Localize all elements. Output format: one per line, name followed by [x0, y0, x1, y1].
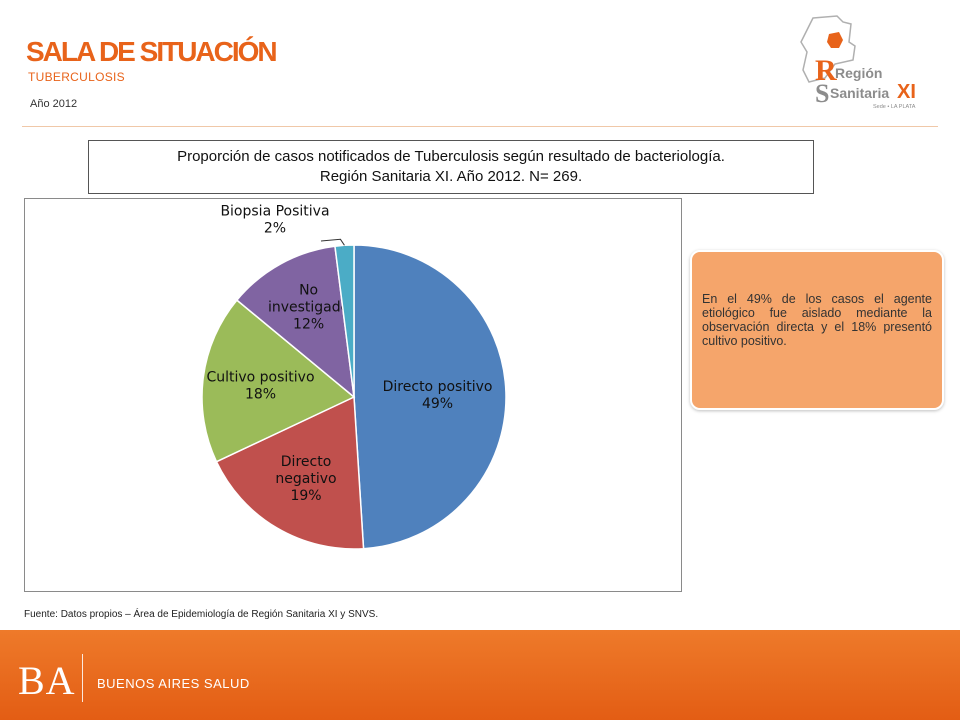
chart-title: Proporción de casos notificados de Tuber… [88, 140, 814, 194]
pie-slice-directo-negativo [215, 395, 365, 550]
pie-leader-line [320, 238, 345, 246]
pie-slice-cultivo-positivo [201, 299, 356, 463]
pie-slice-directo-positivo [353, 244, 507, 550]
ba-logo: BA [18, 658, 76, 703]
year-label: Año 2012 [30, 98, 78, 110]
pie-slice-no-investigado [235, 245, 355, 399]
footer-gradient [0, 630, 960, 720]
logo-line2: Sanitaria [830, 85, 889, 101]
svg-text:S: S [815, 79, 829, 108]
logo-tagline: Sede • LA PLATA [873, 104, 916, 110]
header-divider [22, 126, 938, 127]
chart-title-line2: Región Sanitaria XI. Año 2012. N= 269. [319, 168, 583, 185]
region-logo: R Región S Sanitaria XI Sede • LA PLATA [795, 12, 935, 112]
footer-text: BUENOS AIRES SALUD [97, 676, 250, 691]
province-map-icon: R Región S Sanitaria XI Sede • LA PLATA [800, 15, 916, 110]
page-title: SALA DE SITUACIÓN [26, 36, 278, 67]
page-subtitle: TUBERCULOSIS [28, 70, 125, 84]
chart-title-line1: Proporción de casos notificados de Tuber… [177, 148, 725, 165]
pie-label-biopsia-positiva: Biopsia Positiva 2% [220, 204, 329, 237]
footer-bar: BA BUENOS AIRES SALUD [0, 630, 960, 720]
footer-divider [82, 654, 83, 702]
pie-label-directo-positivo: Directo positivo 49% [383, 379, 493, 412]
logo-line1: Región [835, 65, 882, 81]
logo-numeral: XI [897, 81, 916, 103]
pie-label-cultivo-positivo: Cultivo positivo 18% [206, 370, 314, 403]
summary-note: En el 49% de los casos el agente etiológ… [690, 250, 944, 410]
svg-text:R: R [815, 54, 837, 87]
pie-label-no-investigado: No investigado 12% [268, 282, 349, 332]
source-citation: Fuente: Datos propios – Área de Epidemio… [24, 609, 379, 620]
pie-chart-canvas: Directo positivo 49% Directo negativo 19% Cul… [201, 204, 507, 550]
pie-chart: Directo positivo 49% Directo negativo 19% Cul… [24, 198, 682, 592]
pie-label-directo-negativo: Directo negativo 19% [275, 454, 336, 504]
